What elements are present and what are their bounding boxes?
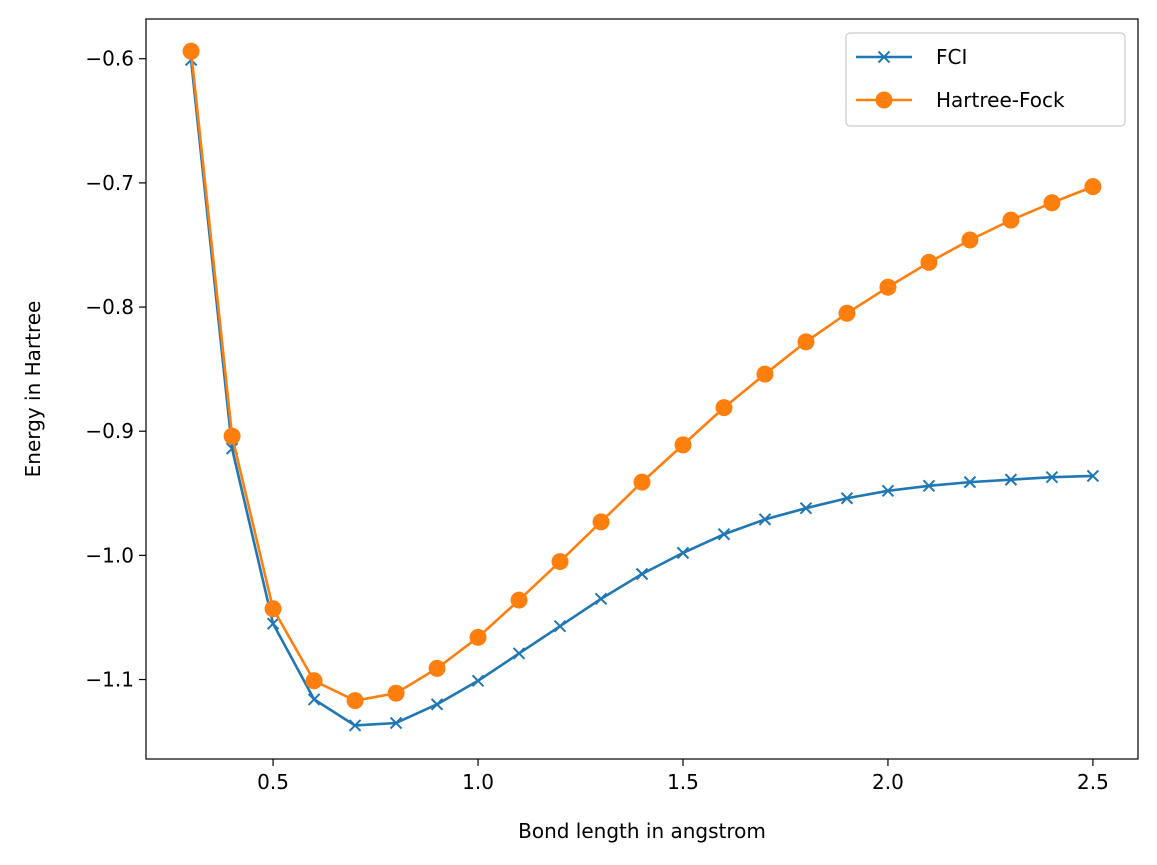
y-axis: −1.1 −1.0 −0.9 −0.8 −0.7 −0.6	[85, 47, 146, 692]
data-point-hartree-fock	[674, 436, 692, 454]
legend-marker	[875, 91, 893, 109]
data-point-hartree-fock	[551, 553, 569, 571]
series-hartree-fock	[182, 42, 1102, 710]
y-tick-label: −1.0	[85, 543, 134, 567]
data-point-fci	[799, 501, 813, 515]
data-point-fci	[430, 698, 444, 711]
data-point-hartree-fock	[510, 591, 528, 609]
data-point-fci	[963, 475, 977, 489]
legend-marker	[877, 50, 891, 64]
data-point-fci	[922, 479, 936, 493]
data-point-hartree-fock	[223, 427, 241, 445]
data-point-hartree-fock	[1084, 178, 1102, 196]
data-point-hartree-fock	[756, 365, 774, 383]
data-point-hartree-fock	[428, 659, 446, 677]
data-point-fci	[840, 492, 854, 505]
data-point-fci	[553, 619, 567, 633]
data-point-fci	[389, 716, 403, 730]
data-point-hartree-fock	[305, 672, 323, 690]
data-point-fci	[676, 546, 690, 560]
y-tick-label: −1.1	[85, 668, 134, 692]
data-point-hartree-fock	[182, 42, 200, 60]
x-tick-label: 2.0	[872, 770, 904, 794]
data-point-fci	[1086, 469, 1100, 483]
x-tick-label: 2.5	[1077, 770, 1109, 794]
y-axis-label: Energy in Hartree	[21, 301, 45, 478]
data-point-fci	[348, 719, 362, 732]
data-point-hartree-fock	[961, 231, 979, 249]
data-point-fci	[635, 567, 649, 581]
data-point-fci	[1004, 473, 1018, 486]
legend-label: FCI	[936, 45, 967, 69]
data-point-hartree-fock	[879, 278, 897, 296]
y-tick-label: −0.7	[85, 171, 134, 195]
data-point-fci	[471, 674, 485, 687]
x-tick-label: 0.5	[257, 770, 289, 794]
data-point-hartree-fock	[592, 513, 610, 531]
legend-box	[845, 32, 1126, 127]
data-point-hartree-fock	[838, 304, 856, 322]
data-point-hartree-fock	[715, 399, 733, 417]
data-point-fci	[266, 617, 280, 630]
data-point-fci	[881, 484, 895, 498]
y-tick-label: −0.9	[85, 419, 134, 443]
data-point-hartree-fock	[387, 684, 405, 702]
legend-entry-hartree-fock: Hartree-Fock	[856, 88, 1065, 112]
legend-entry-fci: FCI	[856, 45, 967, 69]
x-tick-label: 1.0	[462, 770, 494, 794]
data-point-hartree-fock	[1002, 211, 1020, 229]
x-axis-label: Bond length in angstrom	[518, 819, 766, 843]
data-point-hartree-fock	[920, 253, 938, 271]
y-tick-label: −0.6	[85, 47, 134, 71]
plot-frame	[145, 18, 1139, 760]
data-point-hartree-fock	[797, 333, 815, 351]
data-point-hartree-fock	[346, 692, 364, 710]
data-point-fci	[1045, 470, 1059, 484]
data-point-hartree-fock	[1043, 194, 1061, 212]
data-point-hartree-fock	[633, 473, 651, 491]
legend-label: Hartree-Fock	[936, 88, 1065, 112]
y-tick-label: −0.8	[85, 295, 134, 319]
series-layer	[182, 42, 1102, 732]
legend-entries: FCI Hartree-Fock	[856, 45, 1065, 112]
data-point-fci	[594, 592, 608, 606]
legend: FCI Hartree-Fock	[845, 32, 1126, 127]
data-point-fci	[307, 693, 321, 706]
x-tick-label: 1.5	[667, 770, 699, 794]
plot-area	[146, 19, 1138, 759]
x-axis: 0.5 1.0 1.5 2.0 2.5	[257, 759, 1109, 794]
data-point-hartree-fock	[469, 628, 487, 646]
data-point-hartree-fock	[264, 600, 282, 618]
series-fci	[184, 53, 1100, 732]
data-point-fci	[512, 647, 526, 660]
data-point-fci	[758, 513, 772, 526]
data-point-fci	[717, 528, 731, 541]
